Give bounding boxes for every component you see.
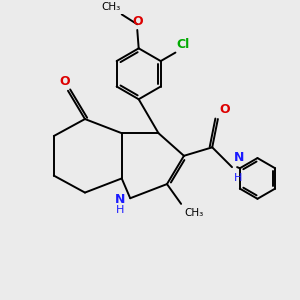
Text: N: N <box>233 151 244 164</box>
Text: H: H <box>233 173 242 183</box>
Text: O: O <box>219 103 230 116</box>
Text: O: O <box>60 75 70 88</box>
Text: O: O <box>132 15 142 28</box>
Text: CH₃: CH₃ <box>101 2 120 12</box>
Text: CH₃: CH₃ <box>184 208 203 218</box>
Text: Cl: Cl <box>177 38 190 51</box>
Text: N: N <box>115 193 125 206</box>
Text: H: H <box>116 205 124 214</box>
